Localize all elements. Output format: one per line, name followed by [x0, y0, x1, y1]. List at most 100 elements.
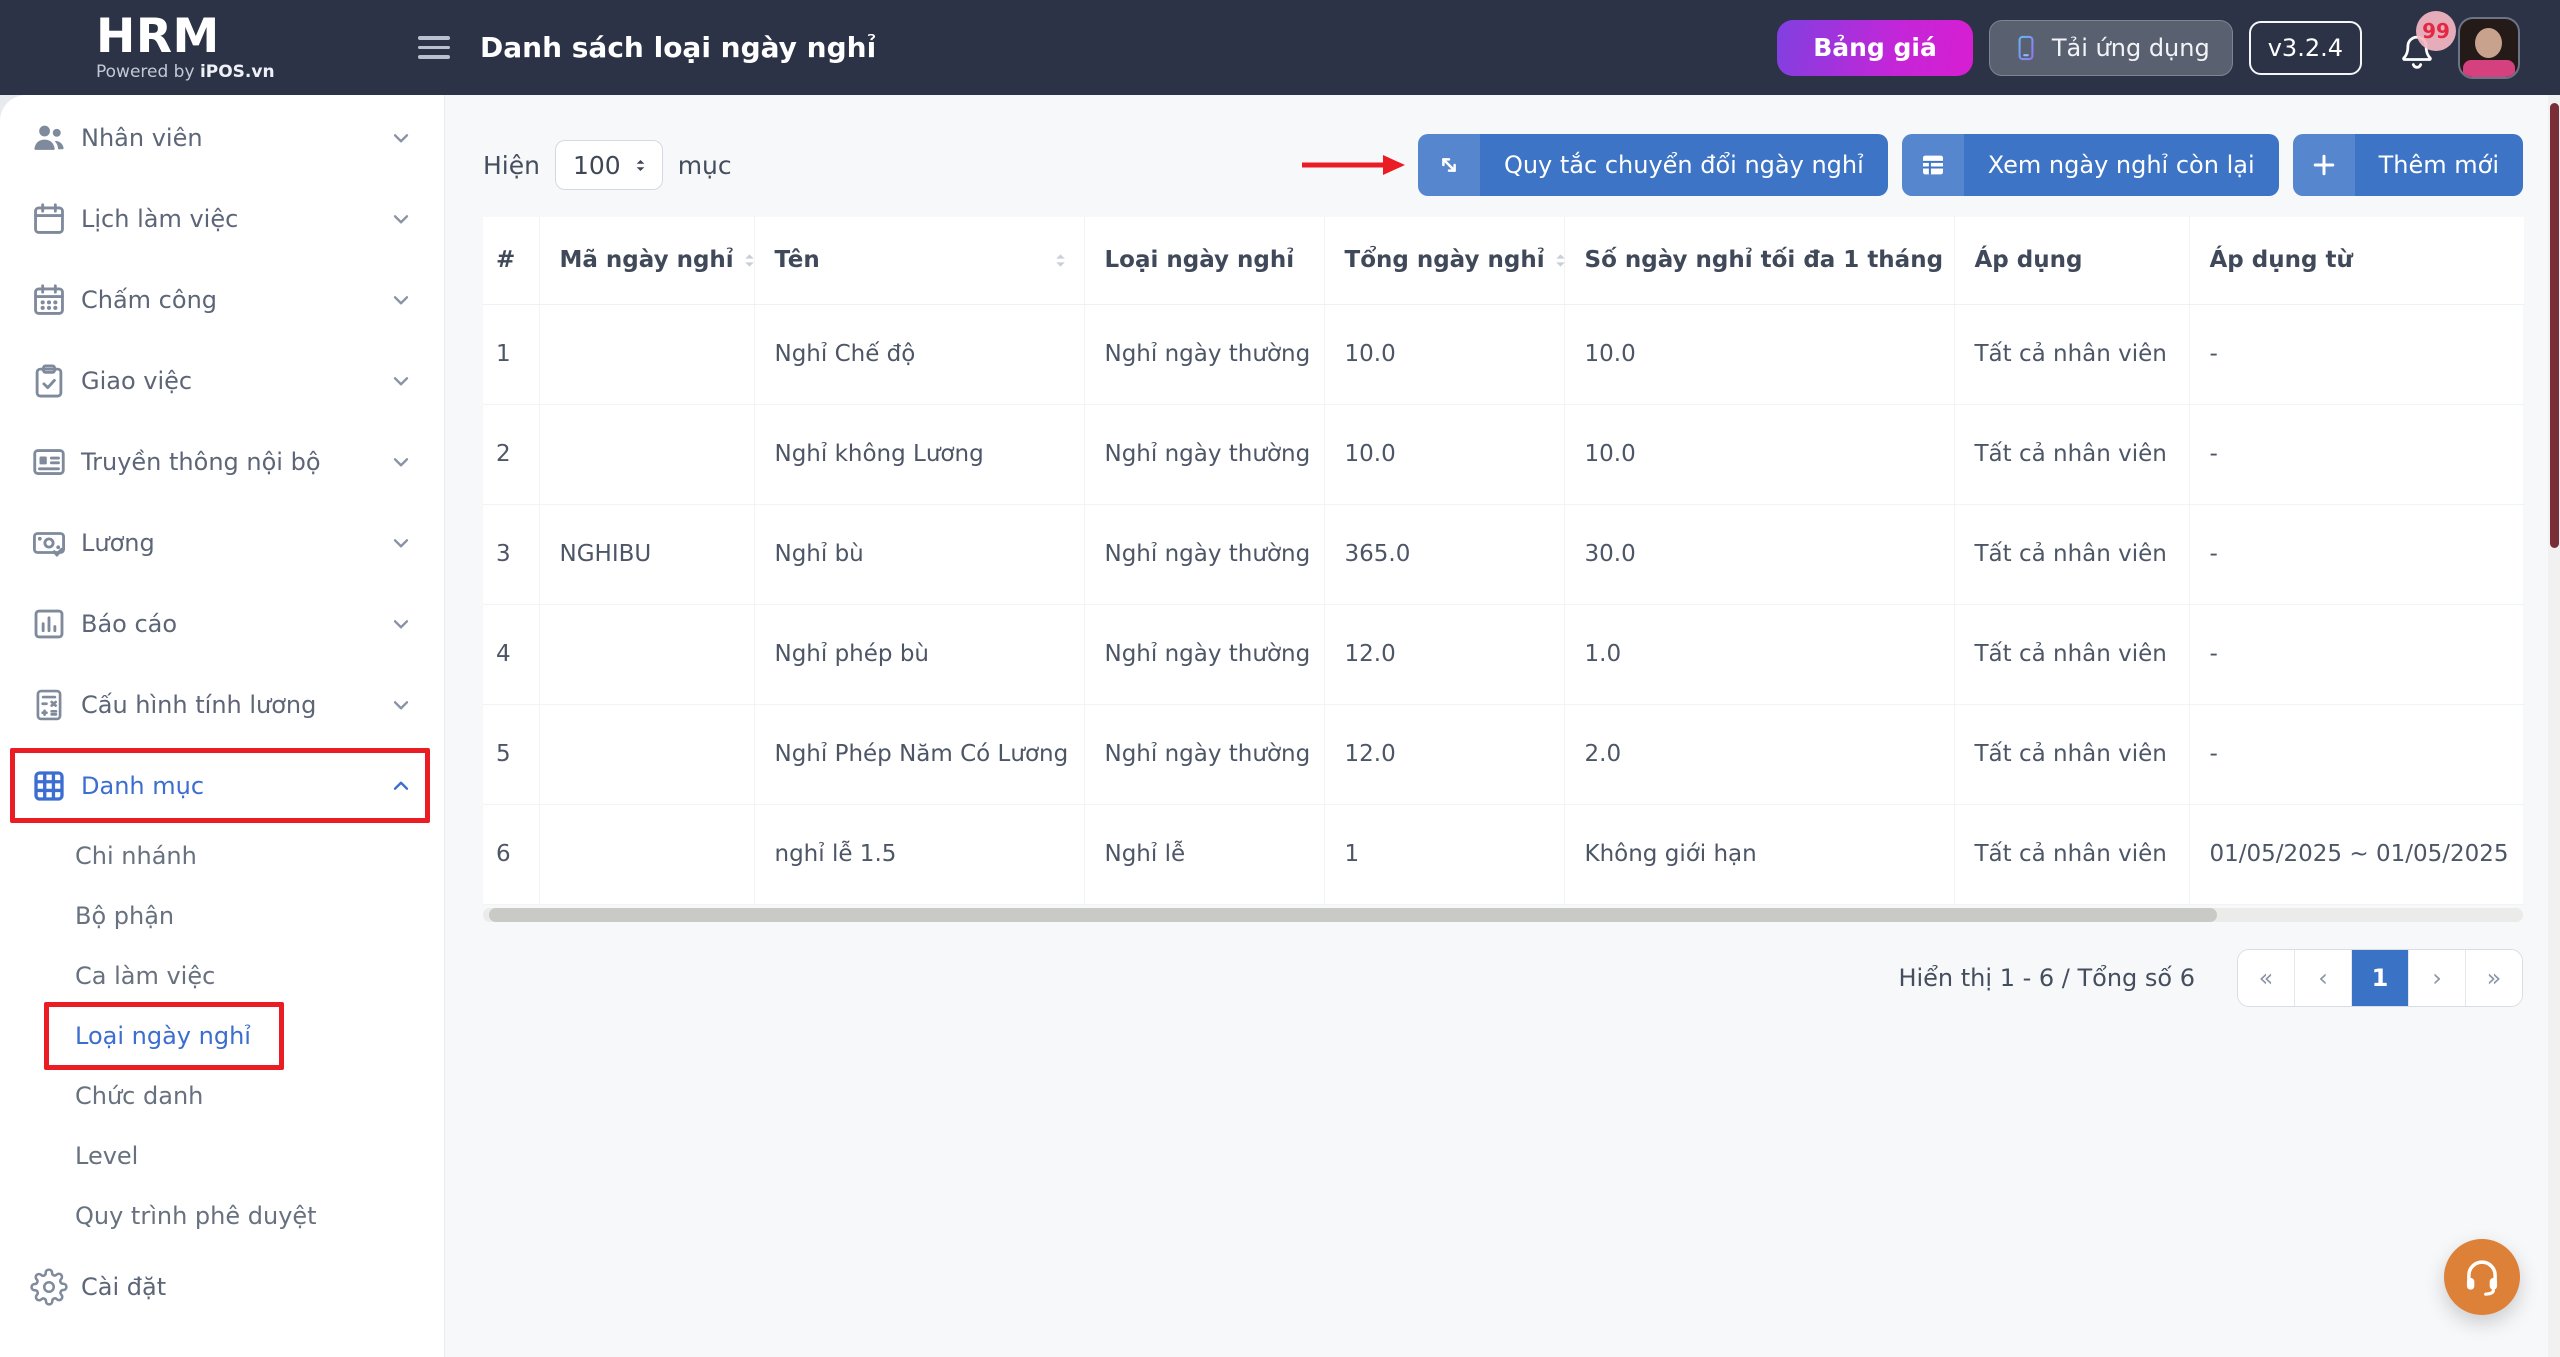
stepper-icon [636, 159, 645, 171]
table-cell: Nghỉ Phép Năm Có Lương [754, 704, 1085, 805]
red-arrow-annotation [1300, 149, 1406, 181]
table-cell: - [2189, 304, 2524, 405]
grid-icon [30, 767, 68, 805]
table-row[interactable]: 6 nghỉ lễ 1.5 Nghỉ lễ 1 Không giới hạn Tất cả… [483, 804, 2524, 905]
table-cell: 01/05/2025 ~ 01/05/2025 [2189, 804, 2524, 905]
table-cell: 12.0 [1324, 604, 1565, 705]
sort-icon[interactable] [734, 251, 759, 270]
add-new-button[interactable]: Thêm mới [2292, 134, 2523, 196]
sort-icon[interactable] [1045, 251, 1070, 270]
diagonal-arrow-icon [1417, 134, 1480, 196]
table-row[interactable]: 5 Nghỉ Phép Năm Có Lương Nghỉ ngày thường 1… [483, 704, 2524, 805]
sidebar-item-giao-viec[interactable]: Giao việc [0, 340, 444, 421]
download-app-button[interactable]: Tải ứng dụng [1988, 19, 2233, 76]
pagination-first-page[interactable]: « [2238, 949, 2294, 1006]
table-cell: 2.0 [1564, 704, 1955, 805]
pricing-button[interactable]: Bảng giá [1777, 19, 1973, 76]
sidebar-item-cau-hinh-tinh-luong[interactable]: Cấu hình tính lương [0, 664, 444, 745]
pagination-prev-page[interactable]: ‹ [2294, 949, 2351, 1006]
table-cell: 6 [483, 804, 540, 905]
sidebar-item-quy-trinh-phe-duyet[interactable]: Quy trình phê duyệt [0, 1186, 444, 1246]
support-fab-button[interactable] [2444, 1239, 2520, 1315]
sidebar-item-bao-cao[interactable]: Báo cáo [0, 583, 444, 664]
table-cell: 10.0 [1324, 404, 1565, 505]
table-cell: Nghỉ ngày thường [1084, 404, 1325, 505]
sidebar-item-chi-nhanh[interactable]: Chi nhánh [0, 826, 444, 886]
sidebar-item-label: Lương [81, 528, 155, 557]
users-icon [30, 119, 68, 157]
table-cell: 30.0 [1564, 504, 1955, 605]
sidebar-item-loai-ngay-nghi[interactable]: Loại ngày nghỉ [0, 1002, 444, 1070]
table-cell [539, 304, 755, 405]
notification-count-badge: 99 [2416, 10, 2456, 51]
sidebar-item-lich-lam-viec[interactable]: Lịch làm việc [0, 178, 444, 259]
sidebar-item-luong[interactable]: Lương [0, 502, 444, 583]
table-cell [539, 804, 755, 905]
sidebar-item-label: Giao việc [81, 366, 193, 395]
table-cell: Nghỉ phép bù [754, 604, 1085, 705]
chevron-down-icon [388, 287, 414, 313]
table-cell: 10.0 [1564, 304, 1955, 405]
sidebar-item-danh-muc[interactable]: Danh mục [0, 745, 444, 826]
sidebar-item-chuc-danh[interactable]: Chức danh [0, 1066, 444, 1126]
table-row[interactable]: 1 Nghỉ Chế độ Nghỉ ngày thường 10.0 10.0 Tất … [483, 304, 2524, 405]
table-cell: 1 [1324, 804, 1565, 905]
sidebar-item-label: Ca làm việc [75, 962, 216, 990]
pagination-last-page[interactable]: » [2465, 949, 2522, 1006]
plus-icon [2292, 134, 2355, 196]
sidebar-item-label: Lịch làm việc [81, 204, 239, 233]
toolbar-actions: Quy tắc chuyển đổi ngày nghỉ Xem ngày ngh… [1300, 134, 2523, 196]
sort-icon[interactable] [1545, 251, 1570, 270]
button-label: Xem ngày nghỉ còn lại [1987, 151, 2255, 179]
calendar-icon [30, 200, 68, 238]
table-icon [1901, 134, 1964, 196]
vertical-scrollbar-thumb[interactable] [2549, 103, 2559, 548]
table-cell: Không giới hạn [1564, 804, 1955, 905]
pagination-page-1[interactable]: 1 [2351, 949, 2408, 1006]
table-cell: Tất cả nhân viên [1954, 304, 2190, 405]
notifications-button[interactable]: 99 [2394, 10, 2456, 77]
column-header[interactable]: Tên [754, 217, 1085, 305]
sidebar-item-cai-dat[interactable]: Cài đặt [0, 1246, 444, 1327]
horizontal-scrollbar-thumb[interactable] [489, 907, 2217, 922]
menu-toggle-button[interactable] [418, 36, 450, 59]
vertical-scrollbar[interactable] [2548, 95, 2560, 1357]
chevron-up-icon [388, 773, 414, 799]
column-header: Áp dụng [1954, 217, 2190, 305]
page-size-select[interactable]: 100 [554, 140, 663, 190]
sidebar-item-truyen-thong-noi-bo[interactable]: Truyền thông nội bộ [0, 421, 444, 502]
table-cell: Nghỉ Chế độ [754, 304, 1085, 405]
table-cell: 12.0 [1324, 704, 1565, 805]
column-header: Áp dụng từ [2189, 217, 2524, 305]
table-cell: 365.0 [1324, 504, 1565, 605]
column-header[interactable]: Tổng ngày nghỉ [1324, 217, 1565, 305]
pagination-next-page[interactable]: › [2408, 949, 2465, 1006]
page-title: Danh sách loại ngày nghỉ [480, 31, 877, 64]
avatar[interactable] [2458, 16, 2520, 79]
table-row[interactable]: 3 NGHIBU Nghỉ bù Nghỉ ngày thường 365.0 30.0 T… [483, 504, 2524, 605]
column-header[interactable]: Mã ngày nghỉ [539, 217, 755, 305]
sidebar-item-bo-phan[interactable]: Bộ phận [0, 886, 444, 946]
sidebar-item-cham-cong[interactable]: Chấm công [0, 259, 444, 340]
page-size-group: Hiện 100 mục [483, 140, 732, 190]
phone-icon [2012, 32, 2040, 64]
horizontal-scrollbar[interactable] [483, 907, 2523, 922]
pagination: «‹ 1 ›» [2237, 948, 2523, 1007]
view-remaining-leave-button[interactable]: Xem ngày nghỉ còn lại [1901, 134, 2279, 196]
sidebar-item-level[interactable]: Level [0, 1126, 444, 1186]
table-cell: Tất cả nhân viên [1954, 804, 2190, 905]
sidebar-item-ca-lam-viec[interactable]: Ca làm việc [0, 946, 444, 1006]
main-content: Hiện 100 mục [445, 95, 2560, 1357]
table-cell: Nghỉ lễ [1084, 804, 1325, 905]
sidebar-item-label: Chi nhánh [75, 842, 197, 870]
sidebar-item-label: Loại ngày nghỉ [75, 1022, 251, 1050]
table-body: 1 Nghỉ Chế độ Nghỉ ngày thường 10.0 10.0 Tất … [483, 304, 2524, 905]
table-cell: Nghỉ ngày thường [1084, 304, 1325, 405]
leave-conversion-rules-button[interactable]: Quy tắc chuyển đổi ngày nghỉ [1417, 134, 1888, 196]
sidebar-item-nhan-vien[interactable]: Nhân viên [0, 97, 444, 178]
chevron-down-icon [388, 692, 414, 718]
table-row[interactable]: 4 Nghỉ phép bù Nghỉ ngày thường 12.0 1.0 Tất … [483, 604, 2524, 705]
table-row[interactable]: 2 Nghỉ không Lương Nghỉ ngày thường 10.0 10.… [483, 404, 2524, 505]
column-header: Số ngày nghỉ tối đa 1 tháng [1564, 217, 1955, 305]
